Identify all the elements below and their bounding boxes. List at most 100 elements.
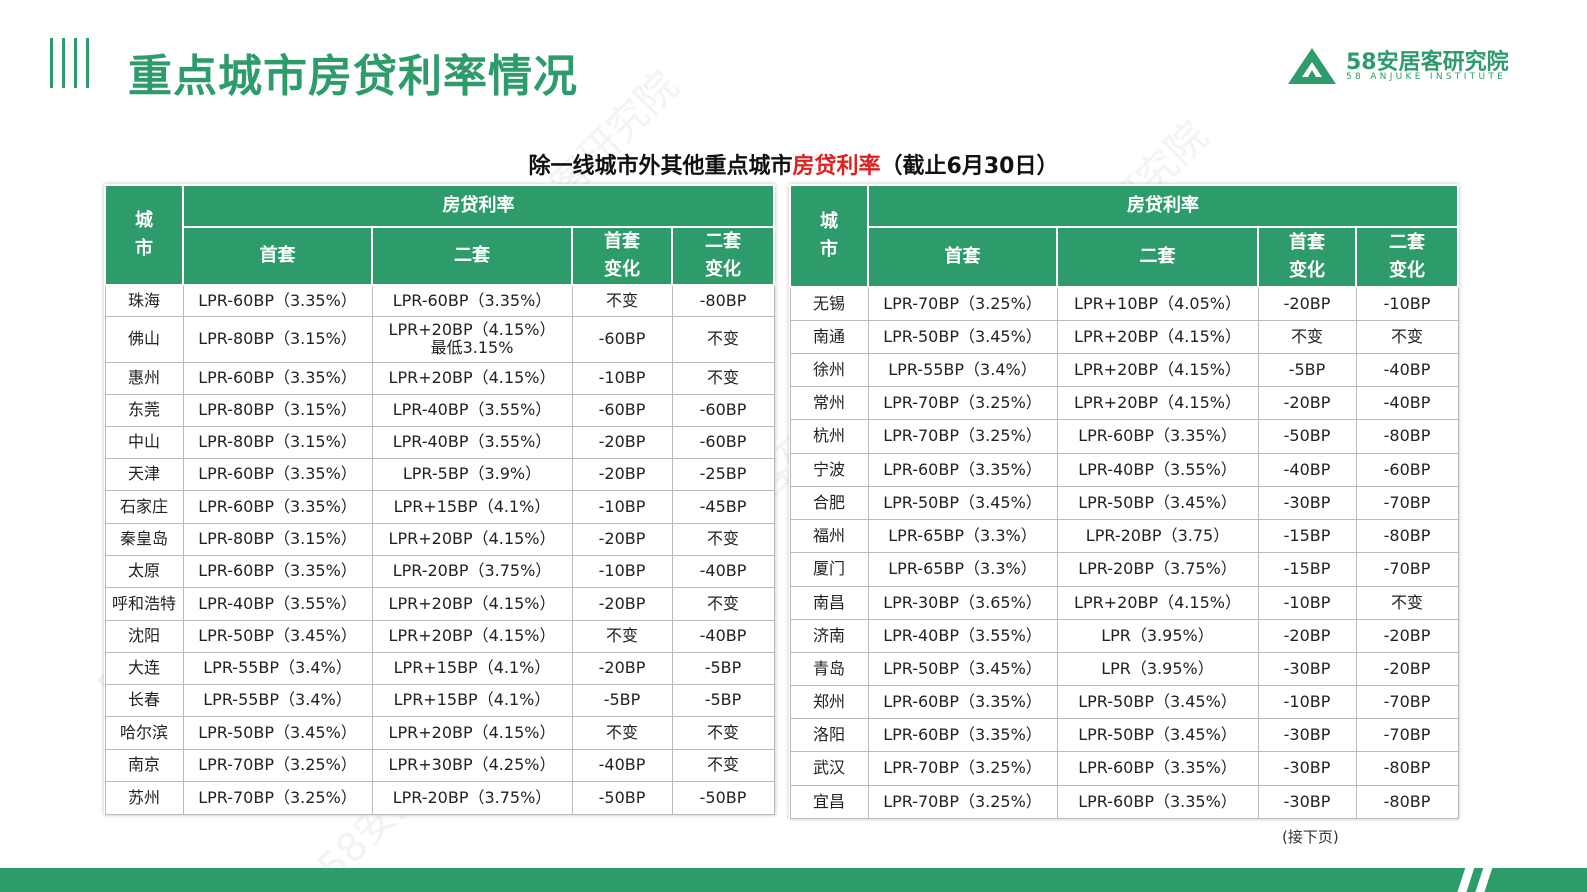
table-row: 东莞 LPR-80BP（3.15%） LPR-40BP（3.55%） -60BP -60… <box>104 393 775 427</box>
cell-first: LPR-60BP（3.35%） <box>182 361 373 395</box>
cell-second-change: -60BP <box>671 425 775 459</box>
title-bars-icon <box>50 38 90 88</box>
cell-second: LPR-40BP（3.55%） <box>1056 452 1259 487</box>
cell-second: LPR（3.95%） <box>1056 618 1259 653</box>
cell-second: LPR+20BP（4.15%） 最低3.15% <box>371 315 573 363</box>
col-header-second-change: 二套 变化 <box>1355 226 1459 288</box>
cell-first: LPR-40BP（3.55%） <box>182 586 373 621</box>
cell-first: LPR-50BP（3.45%） <box>182 715 373 750</box>
continued-note: (接下页) <box>1282 828 1339 846</box>
cell-first-change: -30BP <box>1257 717 1357 752</box>
page-title: 重点城市房贷利率情况 <box>128 51 578 102</box>
cell-first: LPR-65BP（3.3%） <box>867 551 1058 587</box>
table-row: 沈阳 LPR-50BP（3.45%） LPR+20BP（4.15%） 不变 -40BP <box>104 619 775 653</box>
cell-second-change: -70BP <box>1355 551 1459 587</box>
cell-first: LPR-70BP（3.25%） <box>182 748 373 782</box>
cell-first-change: 不变 <box>571 284 673 317</box>
cell-second-change: 不变 <box>671 522 775 556</box>
cell-first-change: 不变 <box>571 619 673 653</box>
cell-first-change: 不变 <box>571 715 673 750</box>
cell-first: LPR-50BP（3.45%） <box>867 485 1058 520</box>
caption-part: （截止6月30日） <box>880 154 1059 179</box>
cell-first-change: -30BP <box>1257 651 1357 686</box>
cell-first: LPR-60BP（3.35%） <box>182 489 373 524</box>
cell-second-change: -70BP <box>1355 717 1459 752</box>
cell-second-change: 不变 <box>1355 319 1459 354</box>
cell-first: LPR-60BP（3.35%） <box>867 684 1058 719</box>
col-header-city: 城 市 <box>789 184 869 288</box>
cell-second-change: -70BP <box>1355 684 1459 719</box>
cell-second: LPR-60BP（3.35%） <box>1056 784 1259 819</box>
logo-text: 58安居客研究院 <box>1346 50 1509 75</box>
cell-second-change: -80BP <box>671 284 775 317</box>
cell-second-change: 不变 <box>671 315 775 363</box>
cell-second: LPR+20BP（4.15%） <box>371 522 573 556</box>
table-row: 武汉 LPR-70BP（3.25%） LPR-60BP（3.35%） -30BP -80… <box>789 750 1459 786</box>
cell-second: LPR-20BP（3.75%） <box>371 554 573 588</box>
table-row: 佛山 LPR-80BP（3.15%） LPR+20BP（4.15%） 最低3.15%… <box>104 315 775 363</box>
cell-city: 石家庄 <box>104 489 184 524</box>
cell-second-change: -80BP <box>1355 518 1459 553</box>
cell-second-change: -80BP <box>1355 418 1459 454</box>
cell-first-change: -20BP <box>571 457 673 491</box>
cell-first: LPR-60BP（3.35%） <box>867 452 1058 487</box>
cell-second: LPR+20BP（4.15%） <box>371 619 573 653</box>
cell-first: LPR-55BP（3.4%） <box>182 683 373 717</box>
cell-second: LPR-20BP（3.75） <box>1056 518 1259 553</box>
table-row: 天津 LPR-60BP（3.35%） LPR-5BP（3.9%） -20BP -25BP <box>104 457 775 491</box>
rates-table-left: 城 市 房贷利率 首套 二套 首套 变化 二套 变化 珠海 LPR-60BP（3.… <box>104 184 775 815</box>
cell-second: LPR+15BP（4.1%） <box>371 651 573 685</box>
cell-city: 厦门 <box>789 551 869 587</box>
table-row: 郑州 LPR-60BP（3.35%） LPR-50BP（3.45%） -10BP -70… <box>789 684 1459 719</box>
cell-city: 中山 <box>104 425 184 459</box>
cell-first: LPR-55BP（3.4%） <box>867 352 1058 387</box>
cell-city: 苏州 <box>104 780 184 815</box>
cell-second: LPR-5BP（3.9%） <box>371 457 573 491</box>
cell-first-change: -50BP <box>571 780 673 815</box>
cell-first: LPR-65BP（3.3%） <box>867 518 1058 553</box>
cell-first-change: -20BP <box>1257 618 1357 653</box>
cell-second: LPR+20BP（4.15%） <box>1056 319 1259 354</box>
cell-first-change: -40BP <box>571 748 673 782</box>
cell-first: LPR-60BP（3.35%） <box>182 554 373 588</box>
cell-second-change: -40BP <box>671 619 775 653</box>
cell-first: LPR-70BP（3.25%） <box>182 780 373 815</box>
cell-city: 合肥 <box>789 485 869 520</box>
cell-first: LPR-30BP（3.65%） <box>867 585 1058 620</box>
cell-first-change: -60BP <box>571 315 673 363</box>
table-row: 苏州 LPR-70BP（3.25%） LPR-20BP（3.75%） -50BP -50… <box>104 780 775 815</box>
table-row: 南昌 LPR-30BP（3.65%） LPR+20BP（4.15%） -10BP 不变 <box>789 585 1459 620</box>
rates-table-right: 城 市 房贷利率 首套 二套 首套 变化 二套 变化 无锡 LPR-70BP（3.… <box>789 184 1459 819</box>
table-row: 哈尔滨 LPR-50BP（3.45%） LPR+20BP（4.15%） 不变 不变 <box>104 715 775 750</box>
cell-second-change: -25BP <box>671 457 775 491</box>
cell-city: 佛山 <box>104 315 184 363</box>
cell-second: LPR+20BP（4.15%） <box>1056 385 1259 420</box>
table-row: 杭州 LPR-70BP（3.25%） LPR-60BP（3.35%） -50BP -80… <box>789 418 1459 454</box>
col-header-second: 二套 <box>371 226 573 286</box>
cell-second: LPR-60BP（3.35%） <box>1056 750 1259 786</box>
cell-second: LPR-50BP（3.45%） <box>1056 684 1259 719</box>
cell-first-change: -10BP <box>571 554 673 588</box>
table-row: 无锡 LPR-70BP（3.25%） LPR+10BP（4.05%） -20BP -10… <box>789 286 1459 321</box>
cell-city: 哈尔滨 <box>104 715 184 750</box>
cell-second: LPR+20BP（4.15%） <box>371 715 573 750</box>
cell-second-change: 不变 <box>1355 585 1459 620</box>
cell-second: LPR-40BP（3.55%） <box>371 393 573 427</box>
cell-first-change: -20BP <box>1257 385 1357 420</box>
col-header-first: 首套 <box>867 226 1058 288</box>
table-caption: 除一线城市外其他重点城市房贷利率（截止6月30日） <box>0 148 1587 180</box>
cell-first-change: -10BP <box>571 489 673 524</box>
caption-highlight: 房贷利率 <box>792 154 881 179</box>
cell-first-change: -20BP <box>1257 286 1357 321</box>
cell-city: 徐州 <box>789 352 869 387</box>
cell-first-change: -10BP <box>1257 585 1357 620</box>
cell-second-change: 不变 <box>671 586 775 621</box>
logo-icon <box>1288 48 1336 84</box>
cell-second: LPR+30BP（4.25%） <box>371 748 573 782</box>
cell-second: LPR-50BP（3.45%） <box>1056 717 1259 752</box>
table-row: 宜昌 LPR-70BP（3.25%） LPR-60BP（3.35%） -30BP -80… <box>789 784 1459 819</box>
cell-city: 无锡 <box>789 286 869 321</box>
cell-city: 杭州 <box>789 418 869 454</box>
cell-first-change: -20BP <box>571 651 673 685</box>
cell-first-change: -30BP <box>1257 784 1357 819</box>
